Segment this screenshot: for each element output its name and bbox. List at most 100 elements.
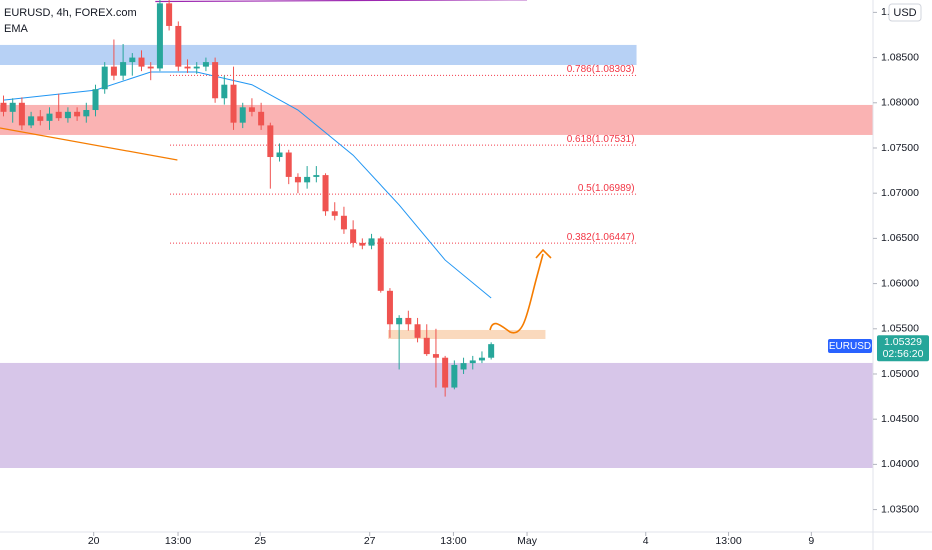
candle-body bbox=[285, 152, 292, 177]
candle-body bbox=[386, 290, 393, 325]
candle-body bbox=[110, 66, 117, 76]
candle-body bbox=[258, 111, 265, 126]
candle-body bbox=[9, 102, 16, 112]
y-tick-label: 1.04500 bbox=[881, 413, 919, 425]
candle-body bbox=[101, 66, 108, 90]
candle-body bbox=[28, 116, 35, 126]
x-tick-label: 25 bbox=[254, 535, 266, 547]
x-tick-label: 13:00 bbox=[440, 535, 466, 547]
candle-body bbox=[359, 242, 366, 246]
x-tick-label: May bbox=[517, 535, 538, 547]
y-tick-label: 1.06000 bbox=[881, 277, 919, 289]
symbol-tag bbox=[828, 339, 872, 353]
candle-body bbox=[37, 116, 44, 121]
candle-body bbox=[405, 317, 412, 325]
candle-body bbox=[350, 229, 357, 243]
chart-title: EURUSD, 4h, FOREX.com bbox=[4, 7, 137, 19]
x-tick-label: 4 bbox=[643, 535, 649, 547]
x-tick-label: 9 bbox=[808, 535, 814, 547]
zone bbox=[388, 329, 546, 339]
projection-arrow bbox=[489, 253, 544, 334]
candle-body bbox=[46, 113, 53, 121]
candle-body bbox=[221, 84, 228, 99]
candle-body bbox=[147, 66, 154, 69]
currency-box[interactable] bbox=[888, 3, 922, 22]
candle-body bbox=[267, 125, 274, 158]
candle-body bbox=[184, 66, 191, 69]
candle-body bbox=[0, 102, 7, 112]
candle-body bbox=[313, 175, 320, 177]
zones bbox=[0, 44, 873, 468]
candle-body bbox=[442, 357, 449, 388]
x-tick-label: 13:00 bbox=[715, 535, 741, 547]
candle-body bbox=[129, 57, 136, 63]
candle-body bbox=[340, 215, 347, 230]
y-tick-label: 1.07000 bbox=[881, 187, 919, 199]
y-tick-label: 1.08500 bbox=[881, 51, 919, 63]
candle-body bbox=[212, 62, 219, 99]
zone bbox=[0, 104, 873, 135]
candle-body bbox=[18, 102, 25, 126]
candle-body bbox=[138, 57, 145, 67]
candle-body bbox=[92, 89, 99, 111]
y-tick-label: 1.06500 bbox=[881, 232, 919, 244]
fib-label: 0.5(1.06989) bbox=[578, 183, 635, 194]
y-tick-label: 1.05000 bbox=[881, 368, 919, 380]
candle-body bbox=[193, 66, 200, 69]
candle-body bbox=[239, 107, 246, 123]
currency[interactable]: USD bbox=[893, 7, 916, 19]
candle-body bbox=[64, 111, 71, 119]
zone bbox=[0, 362, 873, 468]
ema-line bbox=[3, 71, 492, 299]
candle-body bbox=[230, 84, 237, 123]
candle-body bbox=[488, 344, 495, 358]
candle-body bbox=[331, 211, 338, 216]
fib-label: 0.382(1.06447) bbox=[567, 232, 635, 243]
y-tick-label: 1.07500 bbox=[881, 142, 919, 154]
candle-body bbox=[74, 111, 81, 117]
x-tick-label: 13:00 bbox=[165, 535, 191, 547]
candle-body bbox=[322, 175, 329, 212]
candle-body bbox=[460, 363, 467, 370]
candle-body bbox=[423, 337, 430, 355]
arrow-head bbox=[535, 248, 552, 259]
fib-label: 0.786(1.08303) bbox=[567, 64, 635, 75]
candle-body bbox=[396, 317, 403, 325]
candle-body bbox=[377, 238, 384, 291]
countdown: 02:56:20 bbox=[883, 348, 924, 360]
y-tick-label: 1.05500 bbox=[881, 323, 919, 335]
x-tick-label: 27 bbox=[364, 535, 376, 547]
candle-body bbox=[469, 360, 476, 364]
candle-body bbox=[248, 107, 255, 112]
candle-body bbox=[304, 176, 311, 183]
indicator-label: EMA bbox=[4, 23, 29, 35]
candle-body bbox=[175, 25, 182, 67]
y-tick-label: 1. bbox=[881, 6, 890, 18]
zone bbox=[0, 44, 637, 65]
candles bbox=[0, 0, 495, 397]
symbol-tag-text: EURUSD bbox=[829, 341, 871, 352]
trend-line bbox=[0, 127, 178, 161]
drawings: 0.786(1.08303) 0.618(1.07531) 0.5(1.06989)… bbox=[0, 0, 637, 299]
candle-body bbox=[202, 62, 209, 67]
candle-body bbox=[451, 364, 458, 388]
candle-body bbox=[478, 357, 485, 361]
axes: 1. 1.08500 1.08000 1.07500 1.07000 1.06500 1.0… bbox=[88, 6, 919, 547]
candle-body bbox=[83, 110, 90, 117]
candle-body bbox=[120, 62, 127, 76]
y-tick-label: 1.03500 bbox=[881, 503, 919, 515]
candle-body bbox=[166, 3, 173, 26]
candle-body bbox=[414, 324, 421, 338]
trend-line bbox=[155, 0, 528, 3]
y-tick-label: 1.08000 bbox=[881, 97, 919, 109]
candle-body bbox=[156, 3, 163, 69]
candle-body bbox=[55, 111, 62, 119]
last-price: 1.05329 bbox=[884, 336, 922, 348]
candle-body bbox=[276, 152, 283, 158]
x-tick-label: 20 bbox=[88, 535, 100, 547]
y-tick-label: 1.04000 bbox=[881, 458, 919, 470]
candle-body bbox=[294, 176, 301, 183]
